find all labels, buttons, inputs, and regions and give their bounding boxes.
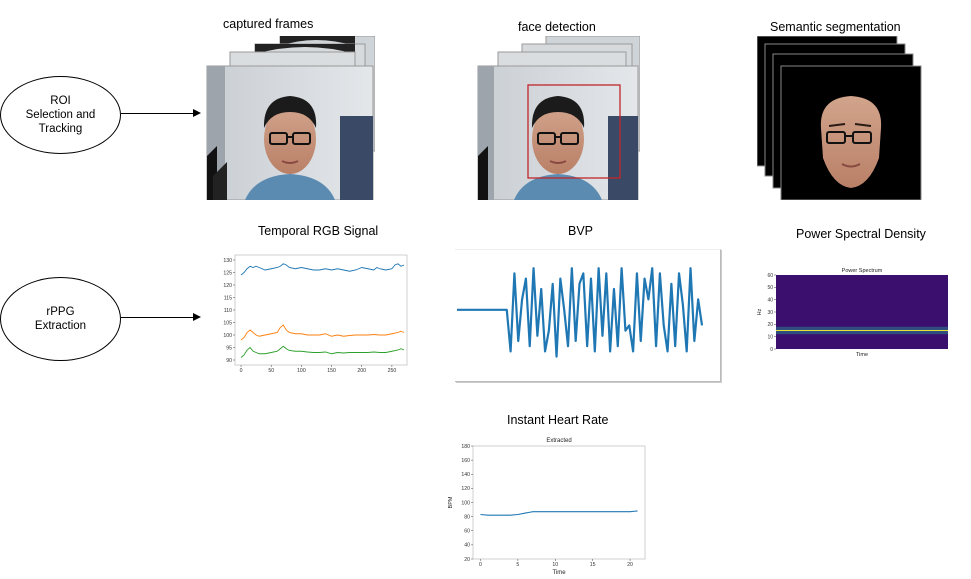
roi-node-line-2: Selection and [25, 109, 96, 121]
y-tick-label: 140 [461, 472, 470, 478]
caption-temporal-rgb: Temporal RGB Signal [258, 224, 379, 238]
captured-frames-stack [206, 36, 375, 200]
psd-ylabel: Hz [757, 308, 763, 315]
y-tick-label: 40 [464, 543, 470, 549]
x-tick-label: 200 [357, 368, 366, 374]
plot-frame [234, 254, 408, 366]
face-detection-box [527, 84, 621, 179]
x-tick-label: 20 [627, 562, 633, 568]
y-tick-label: 20 [464, 557, 470, 563]
hr-ylabel: BPM [448, 496, 454, 508]
y-tick-label: 20 [767, 322, 773, 328]
captured-frame-front [206, 65, 374, 200]
y-tick-label: 105 [223, 320, 232, 326]
y-tick-label: 125 [223, 270, 232, 276]
x-tick-label: 250 [388, 368, 397, 374]
caption-bvp: BVP [568, 224, 594, 238]
rppg-arrow [121, 311, 201, 323]
y-tick-label: 60 [767, 273, 773, 279]
y-tick-label: 60 [464, 529, 470, 535]
y-tick-label: 120 [461, 486, 470, 492]
x-tick-label: 0 [479, 562, 482, 568]
x-tick-label: 5 [516, 562, 519, 568]
y-tick-label: 40 [767, 297, 773, 303]
caption-face-detection: face detection [518, 20, 596, 34]
hr-xlabel: Time [552, 570, 566, 576]
series-line-orange [240, 324, 405, 341]
series-line-green [240, 345, 405, 358]
y-tick-label: 50 [767, 285, 773, 291]
rppg-node-line-2: Extraction [34, 320, 87, 332]
psd-xlabel: Time [856, 352, 868, 358]
roi-arrow [121, 107, 201, 119]
psd-title: Power Spectrum [842, 268, 883, 274]
y-tick-label: 110 [224, 308, 232, 314]
face-detection-frame [477, 65, 639, 200]
caption-psd: Power Spectral Density [796, 227, 926, 241]
y-tick-label: 160 [461, 458, 470, 464]
face-detection-stack [477, 36, 640, 200]
psd-heatmap [776, 275, 948, 349]
y-tick-label: 95 [226, 345, 232, 351]
caption-instant-hr: Instant Heart Rate [507, 413, 609, 427]
y-tick-label: 115 [224, 295, 232, 301]
roi-node: ROI Selection and Tracking [0, 76, 121, 154]
x-tick-label: 150 [327, 368, 336, 374]
y-tick-label: 120 [223, 283, 232, 289]
series-line-blue [240, 263, 405, 276]
instant-hr-chart: Extracted 20 40 60 80 100 120 140 160 180 0 5 10 15 20… [448, 438, 646, 576]
x-tick-label: 100 [297, 368, 306, 374]
x-tick-label: 50 [268, 368, 274, 374]
caption-semantic-segmentation: Semantic segmentation [770, 20, 901, 34]
series-line-blue [480, 510, 638, 516]
temporal-rgb-chart: 90 95 100 105 110 115 120 125 130 0 50 100 150 200 250 [223, 254, 408, 374]
y-tick-label: 10 [767, 334, 773, 340]
y-tick-label: 100 [223, 333, 232, 339]
x-tick-label: 10 [552, 562, 558, 568]
y-tick-label: 180 [461, 444, 470, 450]
psd-chart: Power Spectrum 0 10 20 30 40 50 60 Time Hz [757, 268, 948, 358]
segmented-face [820, 96, 882, 188]
y-tick-label: 30 [767, 310, 773, 316]
bvp-series-line [457, 267, 704, 358]
caption-captured-frames: captured frames [223, 17, 314, 31]
bvp-chart [457, 267, 704, 358]
hr-title: Extracted [546, 438, 571, 444]
plot-frame [472, 445, 646, 560]
y-tick-label: 80 [464, 514, 470, 520]
y-tick-label: 0 [770, 347, 773, 353]
x-tick-label: 15 [590, 562, 596, 568]
rppg-node-line-1: rPPG [46, 306, 75, 318]
x-tick-label: 0 [240, 368, 243, 374]
y-tick-label: 90 [226, 358, 232, 364]
roi-node-line-3: Tracking [38, 123, 83, 135]
y-tick-label: 100 [461, 500, 470, 506]
y-tick-label: 130 [223, 258, 232, 264]
segmentation-stack [757, 36, 922, 200]
roi-node-line-1: ROI [50, 95, 71, 107]
rppg-node: rPPG Extraction [0, 277, 121, 361]
